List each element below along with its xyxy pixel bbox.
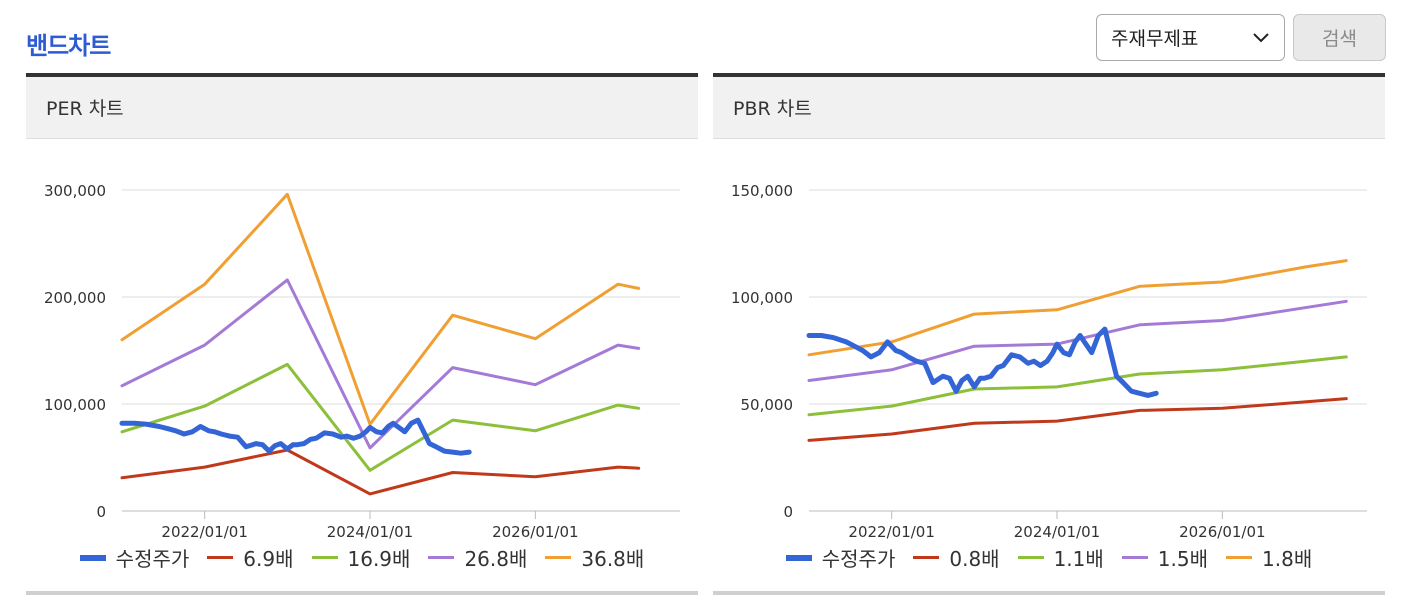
y-tick-label: 150,000 (731, 182, 793, 200)
legend-item[interactable]: 6.9배 (207, 543, 294, 572)
statement-type-value: 주재무제표 (1111, 28, 1199, 50)
series-line-price (806, 326, 1159, 398)
y-tick-label: 200,000 (44, 289, 106, 307)
pbr-chart-panel: PBR 차트 0 50,000 100,000 150,000 2022/01/01 20… (713, 73, 1385, 595)
legend-label: 36.8배 (581, 547, 645, 571)
chevron-down-icon (1253, 33, 1269, 43)
per-chart-legend: 수정주가 6.9배 16.9배 26.8배 36.8배 (26, 543, 698, 572)
series-line-band-4 (807, 259, 1348, 357)
legend-swatch (545, 556, 572, 559)
legend-item[interactable]: 1.8배 (1226, 543, 1312, 572)
legend-swatch (1017, 556, 1044, 559)
legend-item[interactable]: 수정주가 (79, 543, 190, 572)
pbr-chart: 0 50,000 100,000 150,000 2022/01/01 2024/01/0… (731, 182, 1367, 539)
legend-item[interactable]: 16.9배 (311, 543, 411, 572)
series-line-band-3 (120, 278, 641, 450)
legend-item[interactable]: 26.8배 (428, 543, 527, 572)
legend-item[interactable]: 1.5배 (1121, 543, 1209, 572)
legend-label: 1.8배 (1262, 547, 1313, 571)
x-tick-label: 2024/01/01 (1014, 523, 1100, 539)
x-tick-label: 2026/01/01 (1179, 523, 1265, 539)
per-chart: 0 100,000 200,000 300,000 2022/01/01 2024/01/… (44, 182, 680, 539)
legend-item[interactable]: 1.1배 (1017, 543, 1104, 572)
legend-label: 수정주가 (115, 547, 190, 571)
y-tick-label: 100,000 (44, 396, 106, 414)
pbr-chart-legend: 수정주가 0.8배 1.1배 1.5배 1.8배 (713, 543, 1385, 572)
per-chart-panel: PER 차트 0 100,000 200,000 300,000 2022/01/01 2… (26, 73, 698, 595)
page-title: 밴드차트 (26, 32, 111, 60)
legend-swatch (1121, 556, 1148, 559)
x-tick-label: 2022/01/01 (161, 523, 247, 539)
y-tick-label: 0 (96, 503, 106, 521)
series-line-band-1 (807, 397, 1348, 442)
legend-swatch (311, 556, 338, 559)
legend-swatch (428, 556, 455, 559)
legend-item[interactable]: 수정주가 (785, 543, 896, 572)
legend-label: 수정주가 (821, 547, 896, 571)
per-chart-header: PER 차트 (26, 77, 698, 139)
y-tick-label: 100,000 (731, 289, 793, 307)
panel-bottom-rule (26, 591, 698, 595)
legend-label: 1.5배 (1157, 547, 1209, 571)
series-line-price (119, 417, 472, 456)
statement-type-select[interactable]: 주재무제표 (1096, 14, 1285, 61)
x-tick-label: 2022/01/01 (848, 523, 934, 539)
y-tick-label: 50,000 (741, 396, 794, 414)
legend-label: 1.1배 (1053, 547, 1104, 571)
legend-swatch (913, 556, 940, 559)
search-button[interactable]: 검색 (1293, 14, 1386, 61)
panel-bottom-rule (713, 591, 1385, 595)
legend-label: 0.8배 (949, 547, 1000, 571)
legend-item[interactable]: 0.8배 (913, 543, 1000, 572)
pbr-chart-header: PBR 차트 (713, 77, 1385, 139)
legend-swatch (785, 554, 812, 561)
legend-label: 6.9배 (243, 547, 294, 571)
legend-item[interactable]: 36.8배 (545, 543, 644, 572)
series-line-band-4 (120, 192, 641, 426)
legend-label: 16.9배 (347, 547, 411, 571)
y-tick-label: 0 (783, 503, 793, 521)
series-line-band-2 (807, 355, 1348, 417)
panel-top-rule (26, 73, 698, 77)
series-line-band-1 (120, 448, 641, 496)
series-line-band-2 (120, 362, 641, 472)
legend-label: 26.8배 (464, 547, 528, 571)
x-tick-label: 2024/01/01 (327, 523, 413, 539)
x-tick-label: 2026/01/01 (492, 523, 578, 539)
panel-top-rule (713, 73, 1385, 77)
legend-swatch (207, 556, 234, 559)
y-tick-label: 300,000 (44, 182, 106, 200)
legend-swatch (1226, 556, 1253, 559)
legend-swatch (79, 554, 106, 561)
